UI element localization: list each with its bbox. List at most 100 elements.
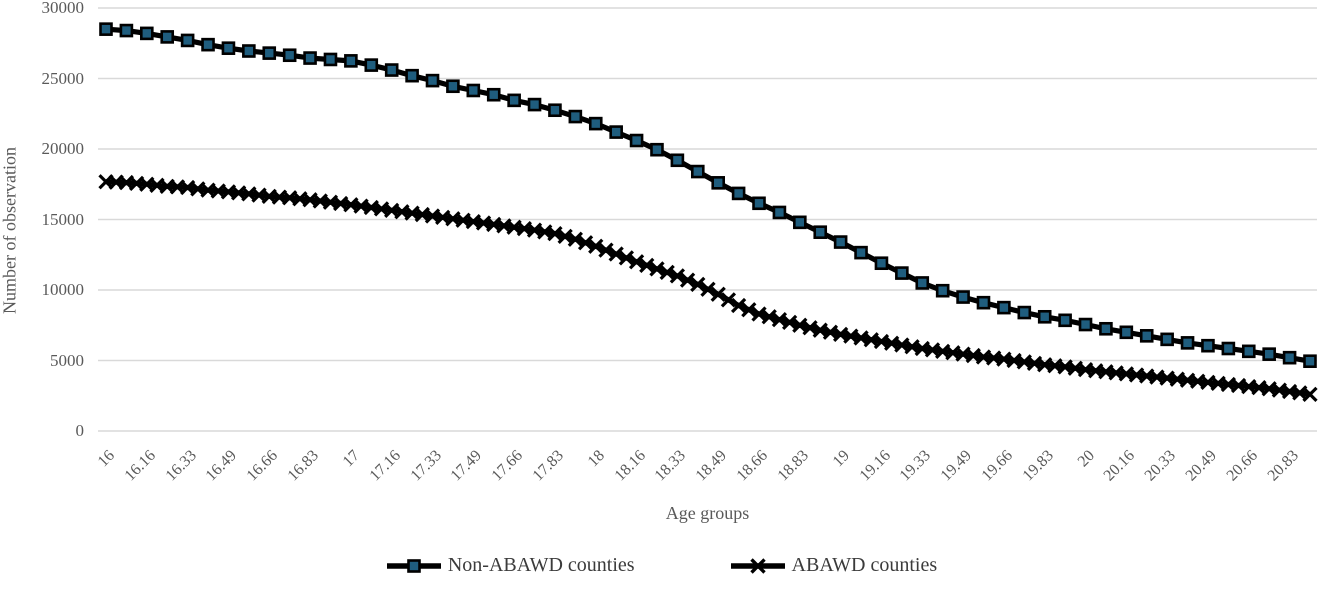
square-marker <box>405 68 419 83</box>
y-tick-label: 20000 <box>41 139 85 158</box>
x-marker <box>700 281 716 297</box>
square-marker <box>1099 321 1113 336</box>
y-tick-label: 15000 <box>41 209 85 229</box>
y-axis-title: Number of observation <box>0 147 20 314</box>
square-marker <box>119 23 134 38</box>
square-marker <box>303 51 317 65</box>
square-marker <box>446 79 460 94</box>
x-marker <box>781 314 798 331</box>
y-tick-label: 30000 <box>41 0 85 17</box>
square-marker <box>1160 332 1174 347</box>
square-marker <box>1017 305 1032 320</box>
square-marker <box>1180 336 1195 350</box>
x-marker <box>577 235 594 251</box>
x-marker <box>628 254 645 270</box>
square-marker <box>140 26 154 41</box>
x-marker <box>649 261 665 277</box>
square-marker <box>1221 341 1236 356</box>
square-marker <box>833 235 848 249</box>
square-marker <box>548 103 562 118</box>
x-marker <box>771 311 788 328</box>
square-marker <box>1201 338 1215 353</box>
square-marker <box>813 225 828 239</box>
x-marker <box>1302 386 1318 402</box>
x-marker <box>669 268 686 284</box>
square-marker <box>650 142 664 157</box>
x-marker <box>618 250 635 266</box>
square-marker <box>588 116 603 131</box>
square-marker <box>997 300 1011 315</box>
square-marker <box>1058 313 1072 328</box>
x-marker <box>710 286 726 302</box>
square-marker <box>1119 325 1134 340</box>
x-marker <box>588 238 604 254</box>
square-marker <box>262 46 277 60</box>
x-marker <box>608 246 624 262</box>
square-marker <box>466 83 481 98</box>
x-marker <box>679 272 696 288</box>
square-marker <box>609 125 623 139</box>
x-marker <box>557 228 573 245</box>
square-marker <box>384 63 399 77</box>
legend: Non-ABAWD counties ABAWD counties <box>0 554 1323 577</box>
x-marker <box>639 257 655 273</box>
legend-item-abawd: ABAWD counties <box>730 554 938 577</box>
x-axis-title: Age groups <box>665 503 750 523</box>
legend-item-non-abawd: Non-ABAWD counties <box>386 554 635 577</box>
square-marker <box>282 48 297 63</box>
square-marker <box>854 245 868 260</box>
square-marker <box>344 54 358 68</box>
square-marker <box>976 295 991 310</box>
legend-label-non-abawd: Non-ABAWD counties <box>447 554 635 576</box>
square-marker <box>690 164 705 179</box>
square-marker <box>711 176 725 190</box>
square-marker <box>670 153 685 168</box>
square-marker <box>364 58 379 72</box>
square-marker <box>752 196 766 211</box>
square-marker <box>731 186 746 201</box>
square-marker <box>1303 354 1317 369</box>
square-marker <box>1241 344 1256 359</box>
x-marker <box>598 242 614 258</box>
square-marker <box>956 290 970 304</box>
x-marker <box>547 225 563 242</box>
square-marker <box>201 37 215 52</box>
square-marker <box>895 266 909 280</box>
y-tick-label: 25000 <box>41 68 85 88</box>
square-marker <box>160 30 175 44</box>
square-marker <box>568 109 583 124</box>
square-marker <box>1282 350 1297 365</box>
x-marker <box>730 297 747 314</box>
x-marker <box>567 231 583 247</box>
x-marker <box>720 292 737 308</box>
square-marker <box>772 205 787 220</box>
x-marker-swatch <box>730 557 785 574</box>
square-marker-swatch <box>386 558 441 573</box>
square-marker <box>527 97 542 112</box>
square-marker <box>874 256 889 271</box>
square-marker <box>323 52 338 67</box>
square-marker <box>507 93 521 108</box>
x-marker <box>741 302 757 318</box>
square-marker <box>1139 329 1154 343</box>
square-marker <box>1037 309 1052 324</box>
x-marker <box>751 306 767 322</box>
x-marker <box>761 309 777 325</box>
square-marker <box>793 215 807 230</box>
square-marker <box>180 33 195 48</box>
square-marker <box>425 73 440 88</box>
y-tick-label: 0 <box>75 421 85 440</box>
legend-label-abawd: ABAWD counties <box>791 554 938 576</box>
x-marker <box>690 276 706 292</box>
square-marker <box>242 44 256 58</box>
square-marker <box>935 283 950 298</box>
y-tick-label: 10000 <box>41 280 85 299</box>
square-marker <box>99 22 113 36</box>
square-marker <box>629 133 644 148</box>
x-marker <box>659 264 675 281</box>
square-marker <box>1078 317 1093 332</box>
square-marker <box>486 87 501 102</box>
square-marker <box>1262 347 1276 361</box>
